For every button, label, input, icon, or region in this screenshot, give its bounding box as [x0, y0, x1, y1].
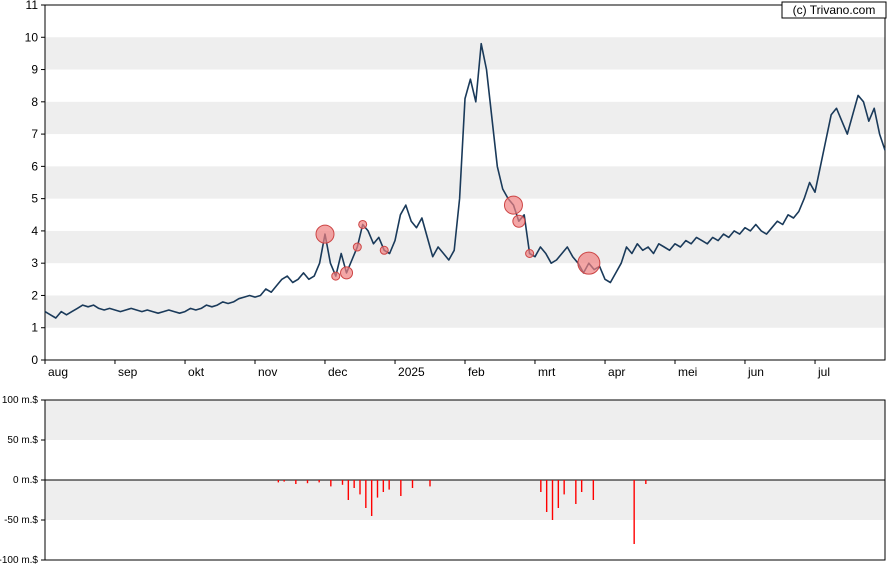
volume-bar	[353, 480, 354, 488]
y2-tick-label: -50 m.$	[4, 515, 38, 526]
x-tick-label: aug	[48, 365, 68, 379]
volume-bar	[593, 480, 594, 500]
y-tick-label: 10	[25, 30, 39, 44]
y2-tick-label: 100 m.$	[2, 395, 39, 406]
event-marker	[504, 196, 522, 214]
y2-tick-label: -100 m.$	[0, 555, 38, 565]
y-tick-label: 4	[31, 224, 38, 238]
event-marker	[380, 246, 388, 254]
x-tick-label: feb	[468, 365, 485, 379]
chart-svg: 0 1 2 3 4 5 6 7 8 9 10 11 aug sep okt nov dec 2025 feb mrt a…	[0, 0, 888, 565]
x-tick-label: mei	[678, 365, 697, 379]
y-tick-label: 9	[31, 63, 38, 77]
volume-bar	[371, 480, 372, 516]
y2-tick-label: 0 m.$	[13, 475, 38, 486]
volume-bar	[429, 480, 430, 486]
volume-bar	[342, 480, 343, 485]
volume-bar	[295, 480, 296, 484]
event-marker	[316, 225, 334, 243]
y2-tick-label: 50 m.$	[7, 435, 38, 446]
y-tick-label: 5	[31, 192, 38, 206]
y-tick-label: 7	[31, 127, 38, 141]
event-marker	[526, 250, 534, 258]
volume-bar	[348, 480, 349, 500]
volume-bar	[575, 480, 576, 504]
volume-bar	[645, 480, 646, 484]
volume-bar	[365, 480, 366, 508]
y-tick-label: 1	[31, 321, 38, 335]
y-tick-label: 6	[31, 159, 38, 173]
chart-container: 0 1 2 3 4 5 6 7 8 9 10 11 aug sep okt nov dec 2025 feb mrt a…	[0, 0, 888, 565]
volume-bar	[581, 480, 582, 492]
volume-bar	[563, 480, 564, 494]
event-marker	[359, 220, 367, 228]
volume-bar	[400, 480, 401, 496]
volume-bar	[377, 480, 378, 498]
volume-bar	[283, 480, 284, 482]
y-tick-label: 3	[31, 256, 38, 270]
event-marker	[341, 267, 353, 279]
x-tick-label: okt	[188, 365, 205, 379]
x-tick-label: nov	[258, 365, 277, 379]
volume-bar	[388, 480, 389, 490]
volume-bar	[412, 480, 413, 488]
x-tick-label: jun	[747, 365, 764, 379]
volume-bar	[540, 480, 541, 492]
volume-bar	[546, 480, 547, 512]
x-tick-label: jul	[817, 365, 830, 379]
volume-bar	[318, 480, 319, 482]
y-tick-label: 2	[31, 288, 38, 302]
x-tick-label: sep	[118, 365, 138, 379]
event-marker	[353, 243, 361, 251]
x-tick-label: dec	[328, 365, 347, 379]
volume-bar	[307, 480, 308, 483]
volume-bar	[558, 480, 559, 508]
x-tick-label: apr	[608, 365, 625, 379]
copyright-label: (c) Trivano.com	[793, 3, 876, 17]
x-tick-label: 2025	[398, 365, 425, 379]
volume-bar	[633, 480, 634, 544]
y-tick-label: 0	[31, 353, 38, 367]
y-tick-label: 8	[31, 95, 38, 109]
volume-bar	[383, 480, 384, 492]
x-tick-label: mrt	[538, 365, 556, 379]
volume-bar	[552, 480, 553, 520]
event-marker	[578, 252, 600, 274]
volume-bar	[359, 480, 360, 494]
event-marker	[332, 272, 340, 280]
event-marker	[513, 215, 525, 227]
y-tick-label: 11	[26, 0, 39, 12]
volume-bar	[278, 480, 279, 482]
volume-bar	[330, 480, 331, 486]
